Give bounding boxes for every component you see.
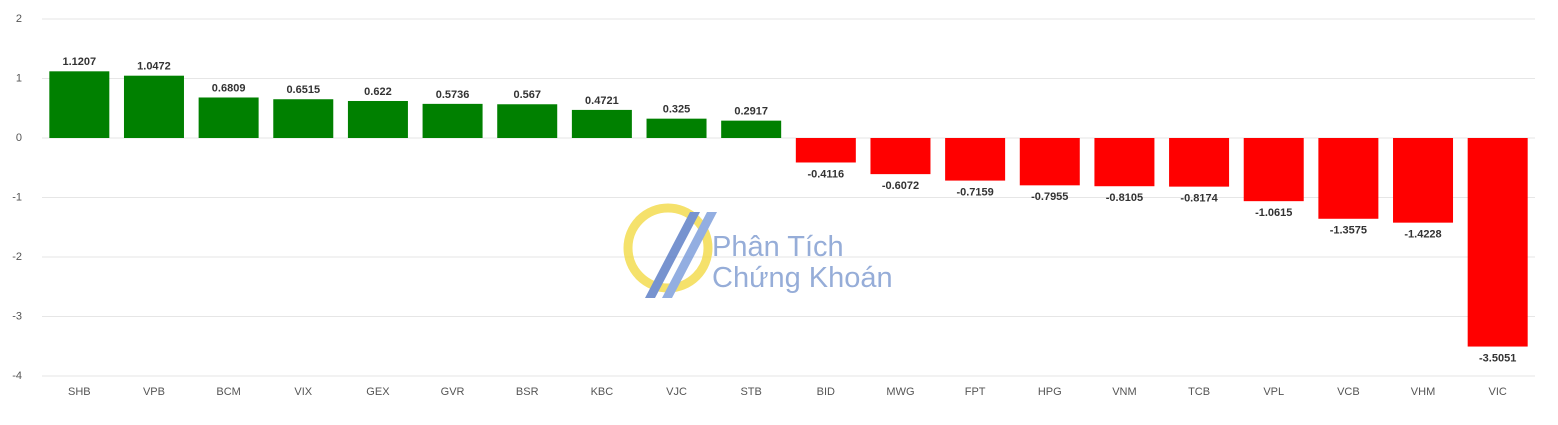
watermark-text: Chứng Khoán (712, 262, 893, 294)
bar (1318, 138, 1379, 219)
bar (721, 120, 782, 138)
value-label: 1.0472 (137, 61, 171, 73)
y-tick-label: 0 (16, 132, 22, 144)
bar (1393, 138, 1454, 223)
bar (422, 103, 483, 138)
x-tick-label: FPT (965, 386, 986, 398)
bar (1094, 138, 1155, 187)
y-tick-label: -3 (12, 310, 22, 322)
bar (1169, 138, 1230, 187)
x-tick-label: VHM (1411, 386, 1435, 398)
x-tick-label: TCB (1188, 386, 1210, 398)
x-tick-label: KBC (591, 386, 614, 398)
value-label: 0.5736 (436, 89, 470, 101)
x-tick-label: VPB (143, 386, 165, 398)
value-label: 1.1207 (62, 56, 96, 68)
bar (49, 71, 110, 138)
bar (1243, 138, 1304, 202)
value-label: 0.4721 (585, 95, 619, 107)
value-label: 0.567 (513, 89, 541, 101)
y-tick-label: -4 (12, 370, 22, 382)
x-tick-label: SHB (68, 386, 91, 398)
value-label: -1.0615 (1255, 207, 1292, 219)
x-tick-label: BCM (216, 386, 240, 398)
value-label: -0.7159 (956, 187, 993, 199)
value-label: -0.8105 (1106, 192, 1143, 204)
x-tick-label: GEX (366, 386, 390, 398)
value-label: -3.5051 (1479, 352, 1516, 364)
x-tick-label: VIX (294, 386, 312, 398)
y-tick-label: -2 (12, 251, 22, 263)
x-tick-label: BID (817, 386, 835, 398)
logo-stripe (645, 212, 700, 298)
bar (571, 109, 632, 138)
x-tick-label: BSR (516, 386, 539, 398)
x-tick-label: MWG (886, 386, 914, 398)
watermark-text: Phân Tích (712, 231, 844, 263)
x-tick-label: GVR (441, 386, 465, 398)
x-tick-label: VNM (1112, 386, 1136, 398)
value-label: -0.6072 (882, 180, 919, 192)
value-label: 0.325 (663, 104, 691, 116)
bar (497, 104, 558, 138)
value-label: 0.622 (364, 86, 392, 98)
y-tick-label: 1 (16, 72, 22, 84)
x-tick-label: STB (740, 386, 761, 398)
value-label: -0.4116 (807, 168, 844, 180)
x-tick-label: VPL (1263, 386, 1284, 398)
value-label: -1.3575 (1330, 225, 1367, 237)
x-tick-label: VCB (1337, 386, 1360, 398)
watermark-logo: Phân Tích Chứng Khoán (623, 203, 893, 298)
value-label: 0.6515 (286, 84, 320, 96)
value-label: 0.2917 (734, 106, 768, 118)
bar (123, 75, 184, 138)
y-tick-label: 2 (16, 13, 22, 25)
bar (870, 138, 931, 175)
y-tick-label: -1 (12, 191, 22, 203)
bar (198, 97, 259, 138)
x-tick-label: VIC (1489, 386, 1507, 398)
value-label: 0.6809 (212, 82, 246, 94)
value-label: -0.7955 (1031, 191, 1068, 203)
value-label: -1.4228 (1404, 229, 1441, 241)
bar (273, 99, 334, 138)
x-tick-label: HPG (1038, 386, 1062, 398)
value-label: -0.8174 (1180, 193, 1218, 205)
bar (795, 138, 856, 163)
logo-stripe (662, 212, 717, 298)
bar (1019, 138, 1080, 186)
bar (1467, 138, 1528, 347)
bar (945, 138, 1006, 181)
bar (646, 118, 707, 138)
bar (347, 100, 408, 138)
x-tick-label: VJC (666, 386, 687, 398)
